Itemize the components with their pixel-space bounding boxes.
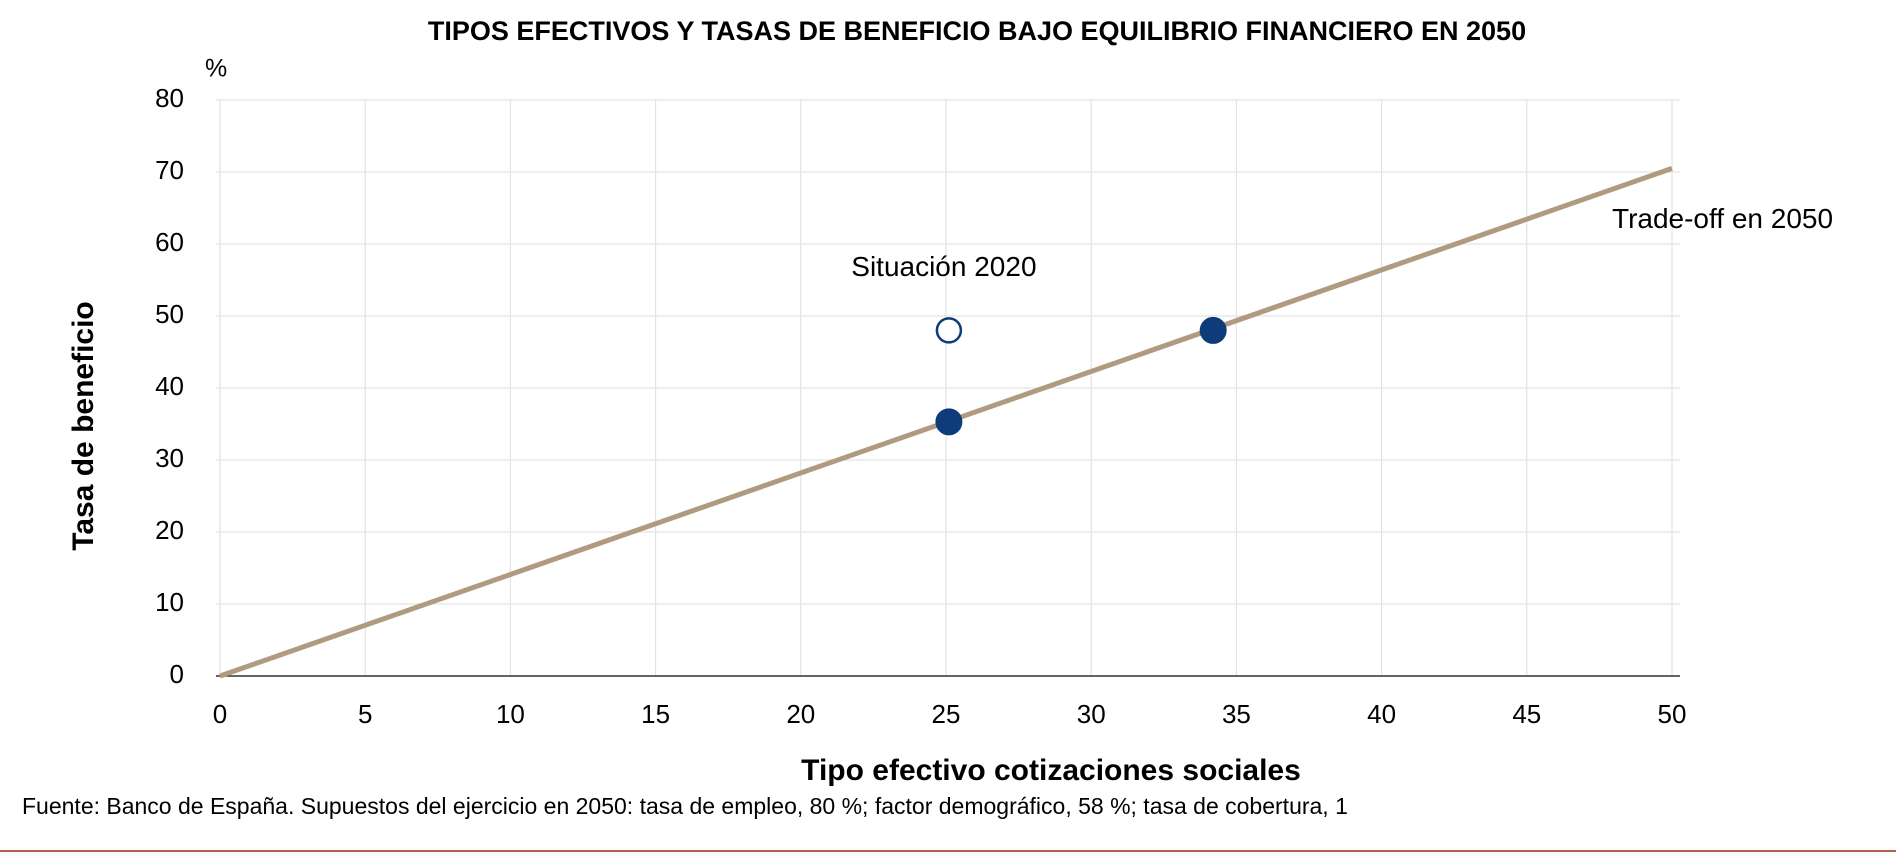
y-tick-label: 50 <box>155 299 184 329</box>
x-tick-label: 0 <box>213 699 227 729</box>
y-tick-label: 80 <box>155 83 184 113</box>
chart-title: TIPOS EFECTIVOS Y TASAS DE BENEFICIO BAJ… <box>428 16 1526 46</box>
y-tick-label: 60 <box>155 227 184 257</box>
y-tick-label: 30 <box>155 443 184 473</box>
y-tick-label: 0 <box>170 659 184 689</box>
x-tick-label: 45 <box>1512 699 1541 729</box>
y-tick-label: 70 <box>155 155 184 185</box>
filled-marker <box>1199 316 1227 344</box>
grid <box>216 99 1680 677</box>
y-tick-label: 20 <box>155 515 184 545</box>
y-tick-label: 10 <box>155 587 184 617</box>
x-tick-label: 15 <box>641 699 670 729</box>
x-tick-label: 35 <box>1222 699 1251 729</box>
x-tick-label: 10 <box>496 699 525 729</box>
x-tick-label: 30 <box>1077 699 1106 729</box>
x-tick-label: 5 <box>358 699 372 729</box>
x-tick-label: 20 <box>786 699 815 729</box>
y-unit: % <box>205 55 227 83</box>
y-tick-label: 40 <box>155 371 184 401</box>
open-marker <box>935 317 963 344</box>
y-axis-title: Tasa de beneficio <box>67 301 100 551</box>
x-tick-label: 50 <box>1658 699 1687 729</box>
filled-marker <box>935 408 963 436</box>
x-tick-label: 40 <box>1367 699 1396 729</box>
x-axis-title: Tipo efectivo cotizaciones sociales <box>801 754 1301 787</box>
series-label: Situación 2020 <box>851 251 1036 282</box>
source-note: Fuente: Banco de España. Supuestos del e… <box>22 793 1348 819</box>
x-tick-label: 25 <box>932 699 961 729</box>
series-label: Trade-off en 2050 <box>1612 203 1833 234</box>
